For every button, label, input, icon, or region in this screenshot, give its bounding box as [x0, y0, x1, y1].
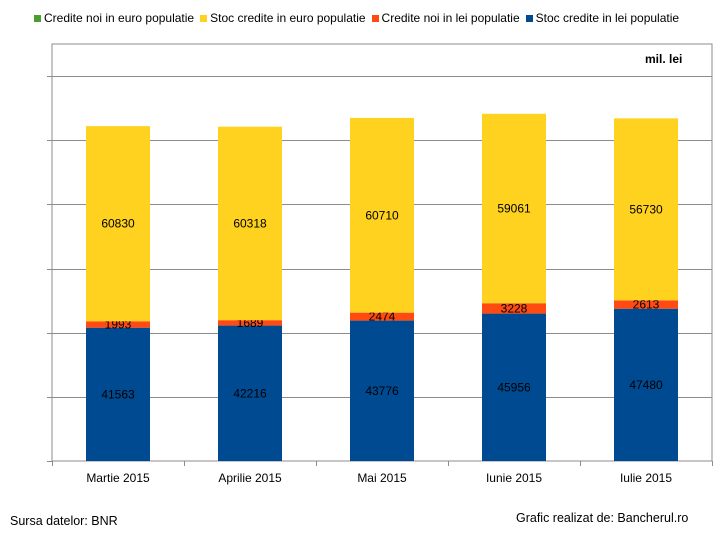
- x-tick-label: Aprilie 2015: [218, 471, 282, 485]
- legend-label: Stoc credite in euro populatie: [210, 11, 366, 25]
- source-note: Sursa datelor: BNR: [10, 514, 118, 528]
- x-tick-label: Iunie 2015: [486, 471, 542, 485]
- chart-legend: Credite noi in euro populatie Stoc credi…: [34, 11, 679, 25]
- bar-segment: [482, 303, 546, 314]
- legend-swatch: [200, 14, 208, 22]
- x-tick-label: Mai 2015: [357, 471, 407, 485]
- data-label: 47480: [629, 378, 663, 392]
- x-tick-label: Martie 2015: [86, 471, 150, 485]
- legend-label: Credite noi in euro populatie: [44, 11, 195, 25]
- bar-segment: [218, 126, 282, 321]
- legend-label: Credite noi in lei populatie: [381, 11, 520, 25]
- data-label: 56730: [629, 202, 663, 216]
- bar-segment: [614, 118, 678, 301]
- bar-segment: [218, 320, 282, 326]
- legend-item-euro-new: Credite noi in euro populatie: [34, 11, 194, 25]
- bar-segment: [86, 327, 150, 461]
- legend-swatch: [34, 14, 41, 22]
- data-label: 2474: [369, 310, 396, 324]
- bar-segment: [218, 325, 282, 461]
- bar-segment: [482, 313, 546, 461]
- legend-item-euro-stock: Stoc credite in euro populatie: [200, 11, 366, 25]
- credit-note: Grafic realizat de: Bancherul.ro: [516, 511, 689, 525]
- bar-segment: [350, 320, 414, 461]
- bar-segment: [86, 126, 150, 322]
- legend-swatch: [371, 14, 379, 22]
- legend-item-lei-stock: Stoc credite in lei populatie: [525, 11, 680, 25]
- data-label: 60830: [101, 217, 135, 231]
- data-label: 42216: [233, 386, 267, 400]
- data-label: 41563: [101, 387, 135, 401]
- legend-label: Stoc credite in lei populatie: [535, 11, 680, 25]
- data-label: 60710: [365, 208, 399, 222]
- unit-label: mil. lei: [645, 52, 683, 66]
- legend-item-lei-new: Credite noi in lei populatie: [371, 11, 520, 25]
- data-label: 60318: [233, 216, 267, 230]
- legend-swatch: [525, 14, 533, 22]
- bar-segment: [350, 117, 414, 313]
- data-label: 3228: [501, 301, 528, 315]
- data-label: 59061: [497, 202, 531, 216]
- data-label: 45956: [497, 380, 531, 394]
- data-label: 43776: [365, 384, 399, 398]
- bar-segment: [614, 300, 678, 309]
- bar-segment: [350, 312, 414, 321]
- x-tick-label: Iulie 2015: [620, 471, 672, 485]
- bar-segment: [482, 113, 546, 304]
- data-label: 2613: [633, 298, 660, 312]
- bar-segment: [614, 308, 678, 461]
- bar-segment: [86, 321, 150, 328]
